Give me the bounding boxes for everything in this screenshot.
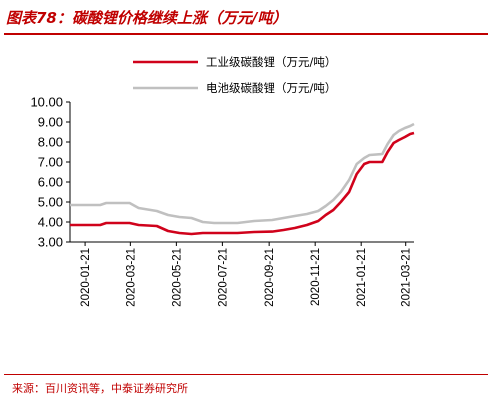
- x-tick-label: 2020-11-21: [310, 248, 322, 306]
- x-tick-label: 2020-09-21: [264, 248, 276, 307]
- y-tick-label: 10.00: [30, 95, 63, 110]
- chart-legend: 工业级碳酸锂（万元/吨） 电池级碳酸锂（万元/吨）: [133, 55, 336, 95]
- figure-title: 图表78：碳酸锂价格继续上涨（万元/吨）: [6, 9, 288, 27]
- y-tick-label: 3.00: [38, 235, 63, 250]
- x-tick-label: 2021-01-21: [356, 248, 368, 307]
- chart-series: [70, 122, 415, 236]
- x-tick-label: 2020-03-21: [125, 248, 137, 307]
- y-tick-label: 8.00: [38, 135, 63, 150]
- title-divider: [4, 33, 488, 35]
- y-tick-label: 7.00: [38, 155, 63, 170]
- series-line-0: [70, 131, 415, 236]
- x-tick-label: 2021-03-21: [401, 248, 413, 307]
- source-note: 来源：百川资讯等，中泰证券研究所: [12, 382, 188, 395]
- x-tick-label: 2020-01-21: [80, 248, 92, 307]
- y-tick-label: 9.00: [38, 115, 63, 130]
- series-line-1: [70, 122, 415, 225]
- chart-axes: 3.00 4.00 5.00 6.00 7.00 8.00 9.00 10.00 2020-01…: [30, 95, 414, 307]
- y-tick-label: 5.00: [38, 195, 63, 210]
- x-tick-label: 2020-05-21: [171, 248, 183, 307]
- y-tick-label: 4.00: [38, 215, 63, 230]
- x-tick-label: 2020-07-21: [217, 248, 229, 307]
- legend-label-1: 电池级碳酸锂（万元/吨）: [206, 81, 336, 95]
- legend-label-0: 工业级碳酸锂（万元/吨）: [206, 55, 336, 69]
- y-tick-label: 6.00: [38, 175, 63, 190]
- source-divider: [4, 374, 488, 375]
